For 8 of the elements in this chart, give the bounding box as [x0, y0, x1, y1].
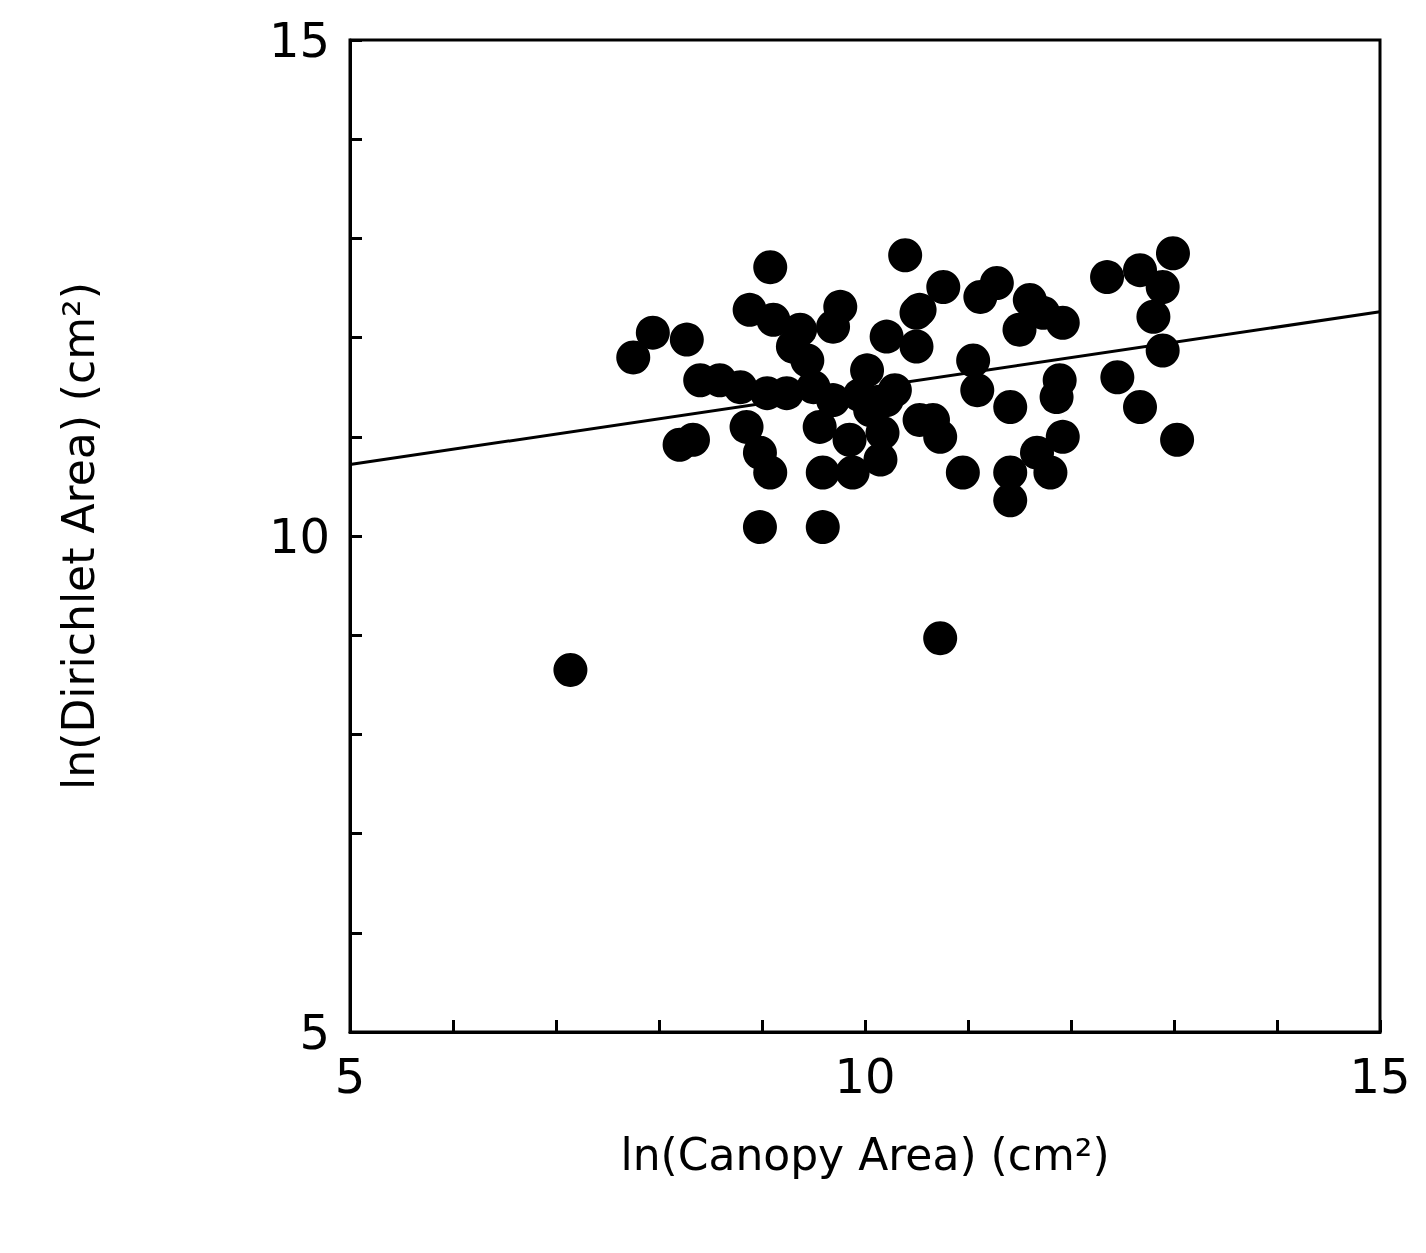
y-axis-title: ln(Dirichlet Area) (cm²): [52, 282, 104, 790]
x-tick-label: 5: [334, 1048, 366, 1104]
x-tick-label: 15: [1349, 1048, 1411, 1104]
y-tick-label: 5: [299, 1004, 330, 1060]
y-tick-label: 15: [268, 12, 330, 68]
x-axis-title: ln(Canopy Area) (cm²): [620, 1128, 1110, 1180]
y-tick-label: 10: [268, 508, 330, 564]
x-tick-label: 10: [834, 1048, 896, 1104]
